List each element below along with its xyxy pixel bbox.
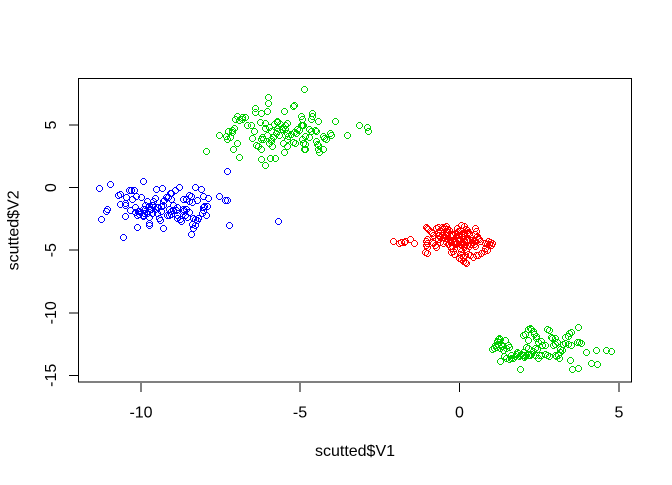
- svg-text:scutted$V2: scutted$V2: [6, 190, 23, 270]
- svg-text:-5: -5: [293, 405, 307, 422]
- svg-text:0: 0: [43, 183, 60, 192]
- svg-text:-15: -15: [43, 364, 60, 387]
- svg-text:5: 5: [615, 405, 624, 422]
- svg-text:-10: -10: [129, 405, 152, 422]
- svg-text:0: 0: [455, 405, 464, 422]
- svg-text:scutted$V1: scutted$V1: [315, 443, 395, 460]
- svg-text:-5: -5: [43, 243, 60, 257]
- svg-text:5: 5: [43, 121, 60, 130]
- svg-text:-10: -10: [43, 301, 60, 324]
